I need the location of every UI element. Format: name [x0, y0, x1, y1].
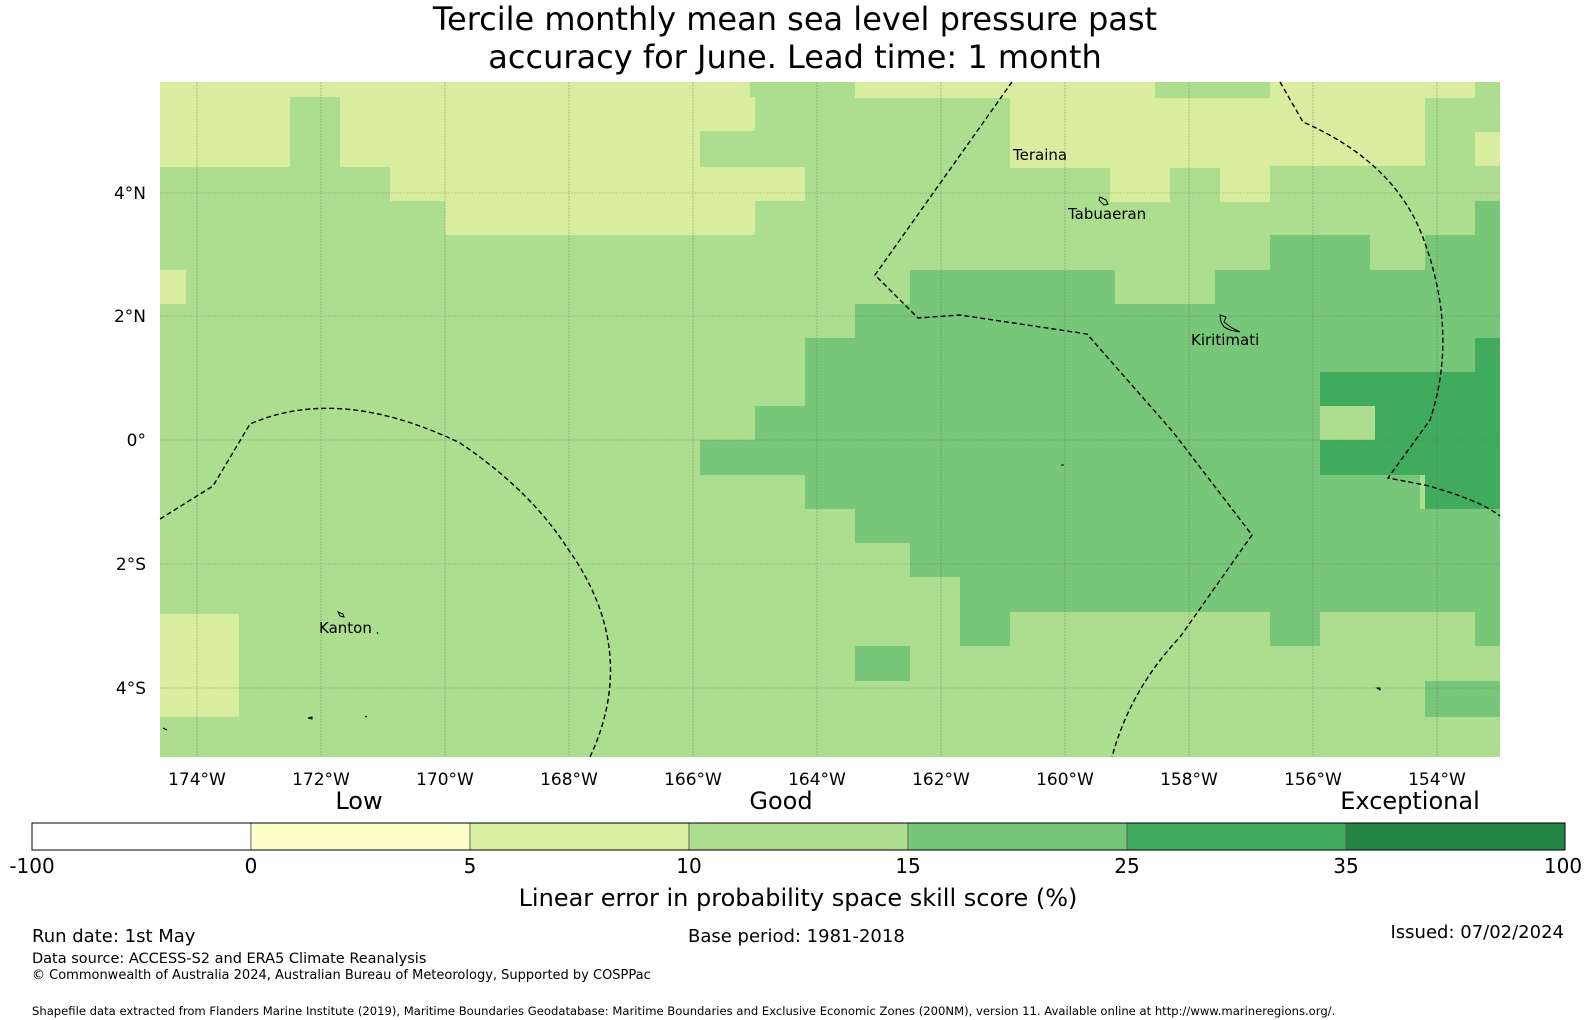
- issued-date: Issued: 07/02/2024: [1390, 922, 1564, 943]
- y-tick-label: 4°S: [116, 679, 146, 699]
- colorbar-segment: [688, 822, 909, 851]
- place-label-kiritimati: Kiritimati: [1191, 331, 1259, 349]
- y-tick-label: 2°N: [114, 307, 146, 327]
- place-label-kanton: Kanton: [319, 619, 372, 637]
- tabuaeran-island-shape: [1098, 196, 1109, 206]
- x-tick-label: 156°W: [1284, 770, 1342, 790]
- copyright: © Commonwealth of Australia 2024, Austra…: [32, 968, 651, 983]
- colorbar-segment: [31, 822, 252, 851]
- x-tick-label: 158°W: [1160, 770, 1218, 790]
- colorbar-tick: 35: [1333, 854, 1358, 878]
- x-tick-label: 154°W: [1408, 770, 1466, 790]
- x-tick-label: 160°W: [1036, 770, 1094, 790]
- colorbar-segment: [469, 822, 690, 851]
- colorbar-tick: -100: [9, 854, 54, 878]
- colorbar: [31, 822, 1566, 851]
- kiritimati-island-shape: [1219, 314, 1241, 333]
- y-tick-label: 2°S: [116, 555, 146, 575]
- base-period: Base period: 1981-2018: [688, 926, 905, 947]
- colorbar-category-low: Low: [335, 787, 382, 815]
- x-tick-label: 174°W: [168, 770, 226, 790]
- colorbar-segment: [250, 822, 471, 851]
- x-tick-label: 168°W: [540, 770, 598, 790]
- x-tick-label: 164°W: [788, 770, 846, 790]
- colorbar-tick: 15: [895, 854, 920, 878]
- kanton-island-shape: [336, 611, 345, 618]
- run-date: Run date: 1st May: [32, 926, 196, 947]
- colorbar-segment: [907, 822, 1128, 851]
- colorbar-tick: 100: [1544, 854, 1582, 878]
- good-skill-cells: [700, 201, 1500, 717]
- map-panel: [159, 81, 1501, 758]
- colorbar-tick: 25: [1114, 854, 1139, 878]
- map-title: Tercile monthly mean sea level pressure …: [0, 0, 1590, 76]
- title-line-2: accuracy for June. Lead time: 1 month: [488, 38, 1102, 76]
- eez-boundaries: [159, 81, 1501, 758]
- shapefile-attribution: Shapefile data extracted from Flanders M…: [32, 1004, 1335, 1018]
- colorbar-tick: 0: [245, 854, 258, 878]
- place-label-tabuaeran: Tabuaeran: [1067, 205, 1146, 223]
- exceptional-skill-cells: [1320, 338, 1500, 509]
- colorbar-segment: [1345, 822, 1566, 851]
- colorbar-category-exceptional: Exceptional: [1340, 787, 1480, 815]
- graticule: [160, 82, 1500, 757]
- colorbar-tick: 10: [676, 854, 701, 878]
- place-label-teraina: Teraina: [1012, 146, 1067, 164]
- data-source: Data source: ACCESS-S2 and ERA5 Climate …: [32, 951, 426, 967]
- x-tick-label: 172°W: [292, 770, 350, 790]
- x-tick-label: 170°W: [416, 770, 474, 790]
- y-tick-label: 4°N: [114, 184, 146, 204]
- islands: [162, 196, 1381, 731]
- colorbar-tick: 5: [464, 854, 477, 878]
- x-tick-label: 166°W: [664, 770, 722, 790]
- colorbar-axis-label: Linear error in probability space skill …: [519, 884, 1078, 912]
- colorbar-segment: [1126, 822, 1347, 851]
- x-tick-label: 162°W: [912, 770, 970, 790]
- y-tick-label: 0°: [127, 431, 146, 451]
- colorbar-category-good: Good: [749, 787, 812, 815]
- low-skill-cells: [160, 82, 1500, 717]
- title-line-1: Tercile monthly mean sea level pressure …: [432, 0, 1158, 38]
